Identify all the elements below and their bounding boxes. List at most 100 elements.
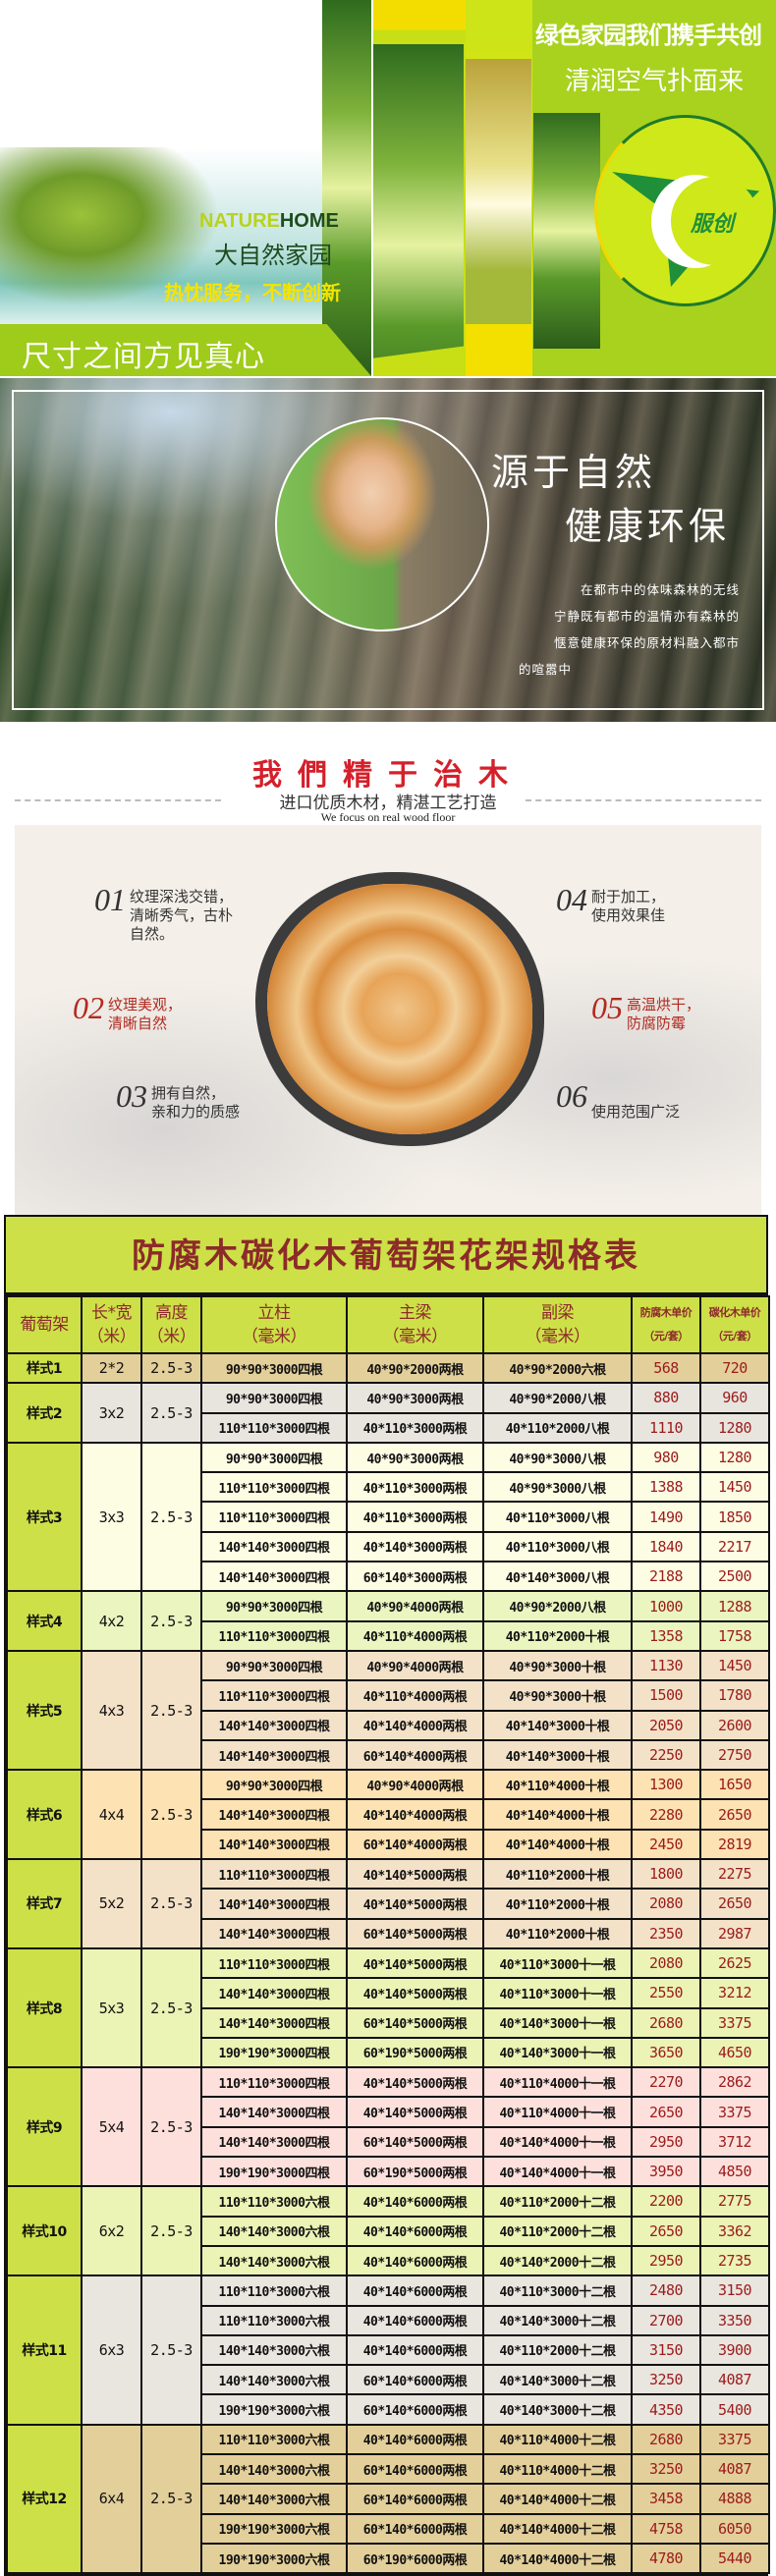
table-row: 样式7 5x2 2.5-3 110*110*3000四根 40*140*5000两根 40… <box>6 1858 770 1949</box>
header-price-preserved: 防腐木单价 （元/套） <box>631 1295 701 1354</box>
price-preserved-cell: 4758 <box>631 2512 701 2545</box>
price-preserved-cell: 1840 <box>631 1530 701 1563</box>
sub-beam-cell: 40*110*4000十二根 <box>482 2423 633 2455</box>
sub-beam-cell: 40*110*2000十二根 <box>482 2185 633 2218</box>
main-beam-cell: 60*140*6000两根 <box>346 2512 484 2545</box>
sub-beam-cell: 40*110*3000八根 <box>482 1530 633 1563</box>
price-preserved-cell: 880 <box>631 1382 701 1414</box>
main-beam-cell: 40*110*4000两根 <box>346 1619 484 1652</box>
price-carbonized-cell: 2775 <box>699 2185 770 2218</box>
sub-beam-cell: 40*90*3000十根 <box>482 1649 633 1682</box>
sub-beam-cell: 40*110*4000十一根 <box>482 2096 633 2128</box>
style-cell: 样式12 <box>6 2423 83 2575</box>
price-preserved-cell: 2650 <box>631 2215 701 2247</box>
main-beam-cell: 60*140*6000两根 <box>346 2393 484 2426</box>
size-cell: 6x2 <box>81 2185 142 2277</box>
price-carbonized-cell: 1758 <box>699 1619 770 1652</box>
sub-beam-cell: 40*140*3000十根 <box>482 1738 633 1772</box>
sub-beam-cell: 40*110*2000八根 <box>482 1411 633 1444</box>
post-cell: 110*110*3000六根 <box>200 2185 348 2218</box>
post-cell: 140*140*3000六根 <box>200 2483 348 2515</box>
price-preserved-cell: 1300 <box>631 1769 701 1801</box>
main-beam-cell: 60*140*5000两根 <box>346 2006 484 2039</box>
feature-04: 04 耐于加工， 使用效果佳 <box>556 882 666 924</box>
features-subtitle: 进口优质木材，精湛工艺打造 <box>279 794 497 813</box>
table-row: 140*140*3000四根 60*140*5000两根 40*110*2000十根… <box>7 1917 770 1949</box>
post-cell: 140*140*3000六根 <box>200 2244 348 2277</box>
price-carbonized-cell: 3375 <box>699 2006 770 2039</box>
price-carbonized-cell: 4888 <box>699 2483 770 2515</box>
price-carbonized-cell: 4087 <box>699 2452 770 2486</box>
main-beam-cell: 60*190*6000两根 <box>346 2542 484 2575</box>
price-preserved-cell: 980 <box>631 1441 701 1474</box>
white-frame <box>12 390 764 710</box>
post-cell: 110*110*3000六根 <box>200 2423 348 2455</box>
sub-beam-cell: 40*110*2000十根 <box>482 1917 633 1949</box>
price-preserved-cell: 2550 <box>631 1977 701 2009</box>
main-beam-cell: 40*140*5000两根 <box>346 1977 484 2009</box>
height-cell: 2.5-3 <box>140 1769 202 1861</box>
main-beam-cell: 60*140*4000两根 <box>346 1738 484 1772</box>
sub-beam-cell: 40*110*3000十二根 <box>482 2275 633 2307</box>
post-cell: 140*140*3000四根 <box>200 1798 348 1831</box>
main-beam-cell: 60*140*5000两根 <box>346 2125 484 2159</box>
height-cell: 2.5-3 <box>140 2066 202 2188</box>
header-sub-beam: 副梁 （毫米） <box>482 1295 633 1354</box>
brand-logo: 服创 <box>594 115 776 306</box>
price-preserved-cell: 2450 <box>631 1828 701 1861</box>
sub-beam-cell: 40*140*3000十根 <box>482 1709 633 1741</box>
feature-01: 01 纹理深浅交错， 清晰秀气，古朴 自然。 <box>94 882 234 943</box>
price-carbonized-cell: 4087 <box>699 2364 770 2396</box>
price-carbonized-cell: 5440 <box>699 2542 770 2575</box>
main-beam-cell: 40*140*3000两根 <box>346 1530 484 1563</box>
size-cell: 5x3 <box>81 1946 142 2069</box>
price-preserved-cell: 2270 <box>631 2066 701 2099</box>
sunlit-forest-strip <box>466 59 531 324</box>
sub-beam-cell: 40*140*2000十二根 <box>482 2244 633 2277</box>
sub-beam-cell: 40*90*2000八根 <box>482 1590 633 1622</box>
main-beam-cell: 40*140*5000两根 <box>346 2066 484 2099</box>
header-main-beam: 主梁 （毫米） <box>346 1295 484 1354</box>
sub-beam-cell: 40*110*2000十二根 <box>482 2215 633 2247</box>
style-cell: 样式8 <box>6 1946 83 2069</box>
price-carbonized-cell: 3212 <box>699 1977 770 2009</box>
sub-beam-cell: 40*140*4000十二根 <box>482 2483 633 2515</box>
main-beam-cell: 60*140*6000两根 <box>346 2364 484 2396</box>
table-title: 防腐木碳化木葡萄架花架规格表 <box>6 1217 766 1295</box>
style-cell: 样式9 <box>6 2066 83 2188</box>
height-cell: 2.5-3 <box>140 2423 202 2575</box>
main-beam-cell: 40*140*6000两根 <box>346 2275 484 2307</box>
height-cell: 2.5-3 <box>140 1946 202 2069</box>
main-beam-cell: 40*140*6000两根 <box>346 2423 484 2455</box>
price-carbonized-cell: 1450 <box>699 1649 770 1682</box>
price-preserved-cell: 1388 <box>631 1471 701 1504</box>
main-beam-cell: 40*140*4000两根 <box>346 1798 484 1831</box>
divider <box>15 799 221 801</box>
price-carbonized-cell: 2625 <box>699 1946 770 1980</box>
table-row: 样式4 4x2 2.5-3 90*90*3000四根 40*90*4000两根 40*90… <box>6 1590 770 1652</box>
style-cell: 样式11 <box>6 2275 83 2426</box>
sub-beam-cell: 40*140*4000十一根 <box>482 2125 633 2159</box>
sub-beam-cell: 40*110*2000十根 <box>482 1858 633 1891</box>
feature-05: 05 高温烘干， 防腐防霉 <box>591 990 701 1032</box>
main-beam-cell: 40*140*6000两根 <box>346 2333 484 2367</box>
main-beam-cell: 60*140*4000两根 <box>346 1828 484 1861</box>
banner-slogan: 热忱服务，不断创新 <box>164 281 341 304</box>
sub-beam-cell: 40*110*3000八根 <box>482 1501 633 1533</box>
price-preserved-cell: 2250 <box>631 1738 701 1772</box>
feature-03: 03 拥有自然， 亲和力的质感 <box>116 1078 241 1121</box>
size-cell: 5x2 <box>81 1858 142 1949</box>
main-beam-cell: 40*110*4000两根 <box>346 1679 484 1712</box>
features-heading: 我們精于治木 <box>252 758 524 793</box>
post-cell: 110*110*3000六根 <box>200 2304 348 2336</box>
price-carbonized-cell: 4650 <box>699 2036 770 2069</box>
price-carbonized-cell: 2819 <box>699 1828 770 1861</box>
main-beam-cell: 40*90*2000两根 <box>346 1351 484 1385</box>
forest-strip <box>322 0 371 376</box>
price-carbonized-cell: 1280 <box>699 1411 770 1444</box>
sub-beam-cell: 40*110*4000十一根 <box>482 2066 633 2099</box>
post-cell: 110*110*3000四根 <box>200 1946 348 1980</box>
nature-home-banner: NATUREHOME 大自然家园 热忱服务，不断创新 尺寸之间方见真心 绿色家园… <box>0 0 776 376</box>
nature-home-label: NATUREHOME <box>199 210 339 232</box>
post-cell: 140*140*3000四根 <box>200 2006 348 2039</box>
